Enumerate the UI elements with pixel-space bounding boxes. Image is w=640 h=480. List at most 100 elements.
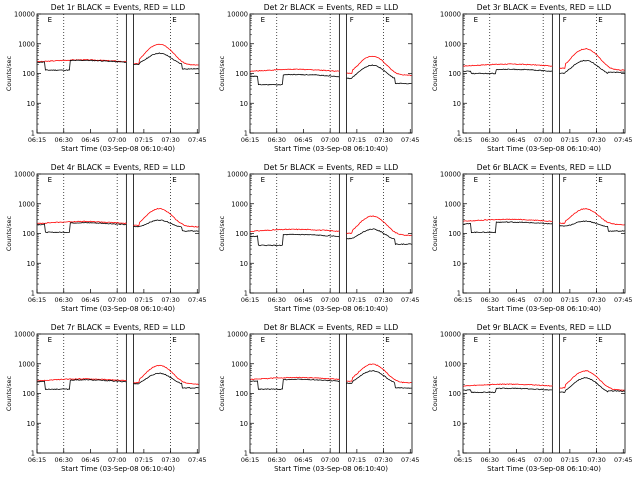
plot-frame [462, 333, 626, 454]
x-tick-label: 07:15 [135, 456, 153, 464]
events-series-line [250, 64, 412, 86]
x-axis-label: Start Time (03-Sep-08 06:10:40) [61, 465, 175, 473]
x-axis-label: Start Time (03-Sep-08 06:10:40) [487, 465, 601, 473]
flag-label: E [598, 336, 602, 344]
x-tick-label: 06:45 [294, 456, 312, 464]
flag-label: E [261, 176, 265, 184]
x-tick-label: 06:30 [481, 456, 499, 464]
y-tick-label: 1000 [444, 40, 461, 48]
x-axis-label: Start Time (03-Sep-08 06:10:40) [274, 305, 388, 313]
lld-series-line [250, 55, 412, 77]
y-axis-label: Counts/sec [218, 375, 226, 411]
x-tick-label: 06:15 [454, 456, 472, 464]
x-axis-label: Start Time (03-Sep-08 06:10:40) [274, 465, 388, 473]
x-tick-label: 07:15 [561, 296, 579, 304]
y-tick-label: 100 [22, 70, 35, 78]
x-tick-label: 06:30 [481, 136, 499, 144]
x-tick-label: 07:30 [161, 456, 179, 464]
x-tick-label: 07:45 [188, 136, 206, 144]
x-tick-label: 06:15 [28, 296, 46, 304]
y-tick-label: 1 [244, 290, 248, 298]
plot-frame [249, 333, 413, 454]
y-tick-label: 1000 [444, 200, 461, 208]
y-axis-label: Counts/sec [5, 375, 13, 411]
panel-title: Det 1r BLACK = Events, RED = LLD [51, 3, 186, 12]
y-axis-label: Counts/sec [431, 375, 439, 411]
lld-series-line [463, 208, 625, 226]
x-tick-label: 07:45 [401, 456, 419, 464]
y-tick-label: 10 [27, 100, 35, 108]
y-tick-label: 10000 [227, 11, 248, 19]
flag-label: F [563, 176, 567, 184]
detector-panel: Det 8r BLACK = Events, RED = LLD E E 1 10 100… [218, 323, 419, 473]
y-tick-label: 1 [457, 290, 461, 298]
x-tick-label: 06:15 [28, 456, 46, 464]
events-series-line [250, 370, 412, 390]
x-tick-label: 07:30 [587, 456, 605, 464]
plot-frame [462, 173, 626, 294]
plot-frame [36, 333, 200, 454]
x-tick-label: 06:45 [507, 136, 525, 144]
y-tick-label: 1000 [231, 360, 248, 368]
x-tick-label: 07:30 [587, 136, 605, 144]
y-tick-label: 10 [453, 260, 461, 268]
x-tick-label: 07:00 [534, 456, 552, 464]
x-tick-label: 07:00 [108, 136, 126, 144]
x-tick-label: 07:30 [161, 136, 179, 144]
x-tick-label: 06:15 [241, 296, 259, 304]
detector-panel: Det 3r BLACK = Events, RED = LLD E F E 1 10 10… [431, 3, 632, 153]
flag-label: E [172, 336, 176, 344]
flag-label: E [261, 16, 265, 24]
x-tick-label: 06:15 [241, 456, 259, 464]
x-tick-label: 06:30 [268, 136, 286, 144]
y-tick-label: 10 [240, 420, 248, 428]
x-tick-label: 07:45 [401, 136, 419, 144]
x-tick-label: 07:45 [614, 136, 632, 144]
x-tick-label: 07:45 [614, 296, 632, 304]
x-tick-label: 07:15 [135, 136, 153, 144]
flag-label: E [385, 336, 389, 344]
flag-label: E [172, 16, 176, 24]
events-series-line [463, 59, 625, 75]
x-tick-label: 06:30 [55, 296, 73, 304]
panel-title: Det 8r BLACK = Events, RED = LLD [264, 323, 399, 332]
y-tick-label: 10 [27, 420, 35, 428]
x-tick-label: 07:00 [534, 136, 552, 144]
y-tick-label: 100 [448, 230, 461, 238]
flag-label: E [598, 16, 602, 24]
y-axis-label: Counts/sec [5, 215, 13, 251]
y-tick-label: 1 [31, 450, 35, 458]
x-tick-label: 07:30 [587, 296, 605, 304]
x-tick-label: 06:30 [55, 456, 73, 464]
y-tick-label: 10 [453, 420, 461, 428]
detector-panel: Det 2r BLACK = Events, RED = LLD E F E 1 10 10… [218, 3, 419, 153]
x-tick-label: 06:15 [454, 296, 472, 304]
y-tick-label: 1000 [18, 360, 35, 368]
detector-panel: Det 1r BLACK = Events, RED = LLD E E 1 10 100… [5, 3, 206, 153]
x-tick-label: 07:45 [188, 296, 206, 304]
x-axis-label: Start Time (03-Sep-08 06:10:40) [274, 145, 388, 153]
y-tick-label: 100 [448, 390, 461, 398]
x-axis-label: Start Time (03-Sep-08 06:10:40) [61, 145, 175, 153]
y-tick-label: 10 [240, 100, 248, 108]
y-tick-label: 1000 [444, 360, 461, 368]
events-series-line [37, 219, 199, 234]
x-tick-label: 06:45 [81, 296, 99, 304]
x-tick-label: 06:45 [294, 296, 312, 304]
x-tick-label: 07:00 [534, 296, 552, 304]
y-tick-label: 1 [31, 290, 35, 298]
y-tick-label: 10 [453, 100, 461, 108]
lld-series-line [37, 43, 199, 66]
panel-title: Det 9r BLACK = Events, RED = LLD [477, 323, 612, 332]
panel-title: Det 5r BLACK = Events, RED = LLD [264, 163, 399, 172]
x-axis-label: Start Time (03-Sep-08 06:10:40) [61, 305, 175, 313]
lld-series-line [463, 370, 625, 391]
x-tick-label: 06:30 [268, 456, 286, 464]
panel-title: Det 7r BLACK = Events, RED = LLD [51, 323, 186, 332]
x-axis-label: Start Time (03-Sep-08 06:10:40) [487, 145, 601, 153]
flag-label: E [48, 16, 52, 24]
y-tick-label: 10000 [440, 331, 461, 339]
x-tick-label: 07:00 [108, 456, 126, 464]
x-tick-label: 07:30 [374, 456, 392, 464]
